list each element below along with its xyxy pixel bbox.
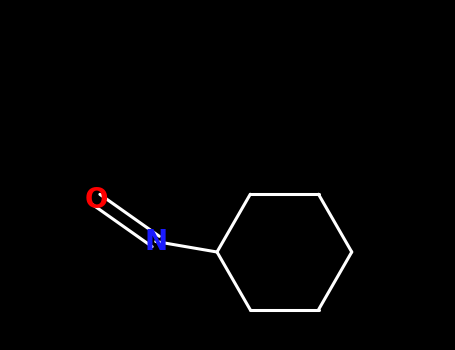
- Text: O: O: [85, 186, 108, 214]
- Text: N: N: [144, 228, 167, 256]
